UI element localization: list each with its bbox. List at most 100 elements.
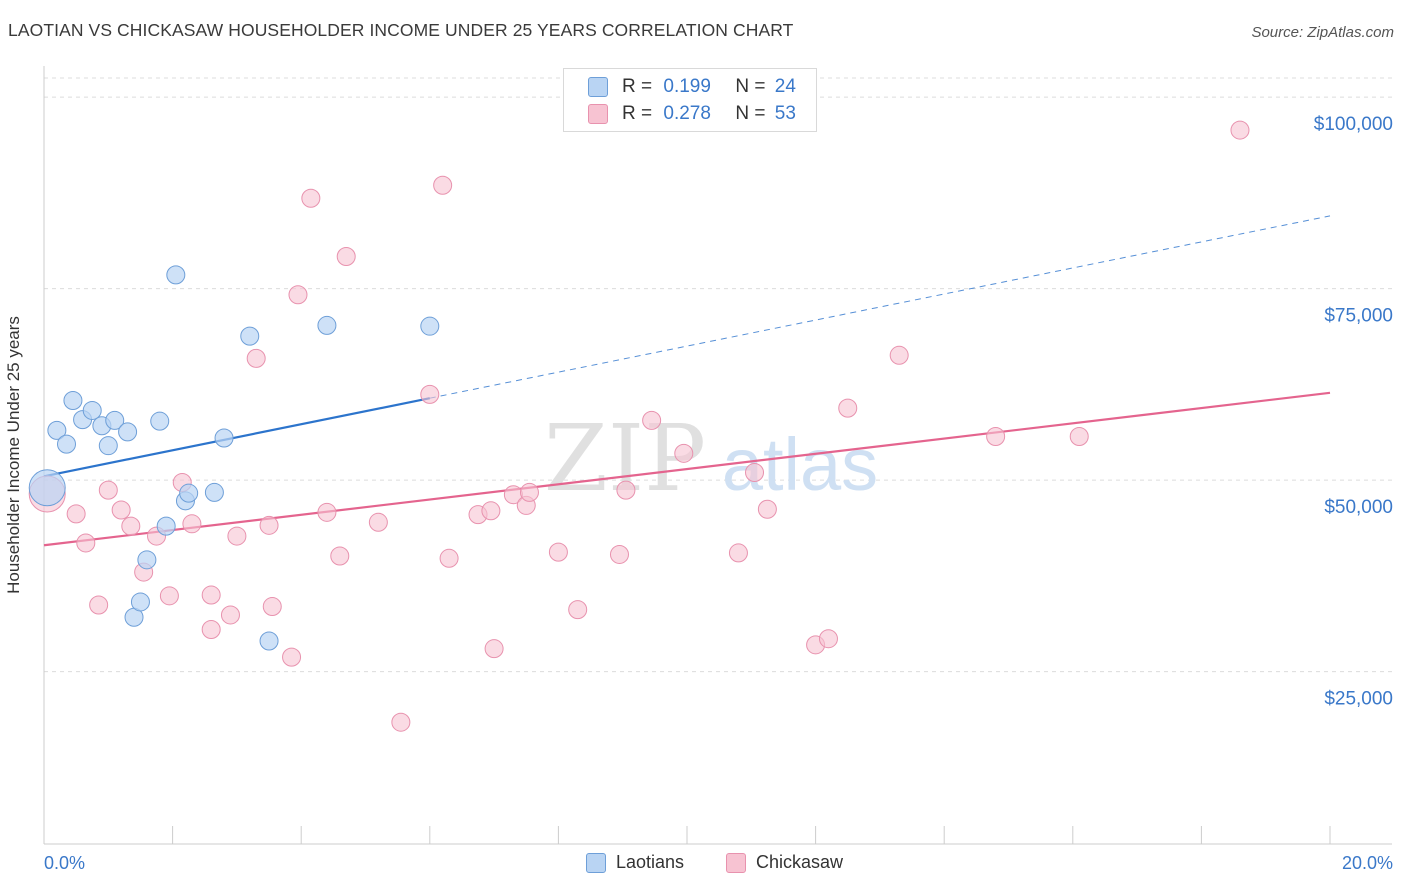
chickasaw-swatch bbox=[726, 852, 746, 873]
legend-r-label: R = bbox=[622, 76, 653, 97]
watermark: ZIP atlas bbox=[544, 405, 878, 512]
chickasaw-point bbox=[519, 482, 539, 502]
legend-r-value: 0.278 bbox=[663, 103, 711, 124]
chickasaw-point bbox=[568, 600, 588, 620]
trend-lines bbox=[43, 215, 1331, 547]
y-axis-label: Householder Income Under 25 years bbox=[4, 316, 23, 594]
legend-n-label: N = bbox=[735, 76, 766, 97]
chickasaw-point bbox=[728, 543, 748, 563]
chickasaw-point bbox=[674, 443, 694, 463]
legend-row-chickasaw: R = 0.278 N = 53 bbox=[588, 101, 796, 127]
chickasaw-point bbox=[159, 586, 179, 606]
chickasaw-point bbox=[288, 285, 308, 305]
laotians-point bbox=[47, 420, 67, 440]
chickasaw-point bbox=[220, 605, 240, 625]
x-tick-labels: 0.0% 20.0% bbox=[44, 853, 1393, 873]
laotians-point bbox=[57, 434, 77, 454]
series-legend: Laotians Chickasaw bbox=[0, 852, 1406, 878]
chickasaw-point bbox=[111, 500, 131, 520]
legend-row-laotians: R = 0.199 N = 24 bbox=[588, 74, 796, 100]
chickasaw-point bbox=[439, 548, 459, 568]
laotians-point bbox=[204, 482, 224, 502]
watermark-atlas: atlas bbox=[722, 423, 878, 506]
chickasaw-point bbox=[259, 515, 279, 535]
laotians-point bbox=[118, 422, 138, 442]
chickasaw-swatch bbox=[588, 104, 608, 124]
chickasaw-point bbox=[98, 480, 118, 500]
chickasaw-point bbox=[1069, 426, 1089, 446]
chickasaw-point bbox=[262, 597, 282, 617]
chickasaw-point bbox=[986, 426, 1006, 446]
chickasaw-point bbox=[616, 480, 636, 500]
laotians-point bbox=[150, 411, 170, 431]
legend-r-value: 0.199 bbox=[663, 76, 711, 97]
y-tick-label: $25,000 bbox=[1324, 689, 1393, 710]
chickasaw-point bbox=[889, 345, 909, 365]
legend-n-label: N = bbox=[735, 103, 766, 124]
chickasaw-point bbox=[282, 647, 302, 667]
laotians-point bbox=[82, 400, 102, 420]
laotians-point bbox=[98, 436, 118, 456]
laotians-swatch bbox=[588, 77, 608, 97]
laotians-point bbox=[240, 326, 260, 346]
laotians-point bbox=[214, 428, 234, 448]
chickasaw-point bbox=[330, 546, 350, 566]
chickasaw-point bbox=[121, 516, 141, 536]
chickasaw-point bbox=[336, 246, 356, 266]
x-tick-label: 0.0% bbox=[44, 853, 85, 873]
laotians-point bbox=[63, 390, 83, 410]
y-tick-labels: $25,000 $50,000 $75,000 $100,000 bbox=[1314, 114, 1393, 710]
chickasaw-point bbox=[481, 501, 501, 521]
chickasaw-point bbox=[317, 502, 337, 522]
x-tick-label: 20.0% bbox=[1342, 853, 1393, 873]
stats-legend: R = 0.199 N = 24 R = 0.278 N = 53 bbox=[563, 68, 817, 132]
y-tick-label: $100,000 bbox=[1314, 114, 1393, 135]
laotians-point bbox=[28, 469, 66, 507]
laotians-swatch bbox=[586, 852, 606, 873]
legend-r-label: R = bbox=[622, 103, 653, 124]
chickasaw-point bbox=[201, 620, 221, 640]
chickasaw-point bbox=[818, 629, 838, 649]
legend-item-laotians[interactable]: Laotians bbox=[586, 852, 684, 873]
axes bbox=[43, 66, 1392, 845]
data-points bbox=[28, 120, 1250, 732]
laotians-point bbox=[130, 592, 150, 612]
legend-n-value: 53 bbox=[774, 103, 796, 124]
chickasaw-point bbox=[420, 384, 440, 404]
laotians-point bbox=[179, 483, 199, 503]
chickasaw-point bbox=[484, 639, 504, 659]
legend-n-value: 24 bbox=[774, 76, 796, 97]
chart-title: LAOTIAN VS CHICKASAW HOUSEHOLDER INCOME … bbox=[8, 20, 794, 40]
chickasaw-point bbox=[1230, 120, 1250, 140]
laotians-point bbox=[166, 265, 186, 285]
y-tick-label: $50,000 bbox=[1324, 497, 1393, 518]
laotians-point bbox=[105, 410, 125, 430]
laotians-point bbox=[420, 316, 440, 336]
legend-item-chickasaw[interactable]: Chickasaw bbox=[726, 852, 843, 873]
chickasaw-point bbox=[201, 585, 221, 605]
legend-label-laotians: Laotians bbox=[616, 852, 685, 872]
chickasaw-point bbox=[757, 499, 777, 519]
chickasaw-point bbox=[301, 188, 321, 208]
chickasaw-point bbox=[182, 514, 202, 534]
laotians-trend-extension bbox=[429, 215, 1331, 399]
laotians-point bbox=[259, 631, 279, 651]
chickasaw-point bbox=[642, 410, 662, 430]
legend-label-chickasaw: Chickasaw bbox=[756, 852, 844, 872]
laotians-trend-line bbox=[43, 397, 431, 478]
gridlines bbox=[44, 77, 1392, 673]
laotians-point bbox=[317, 315, 337, 335]
chickasaw-point bbox=[227, 526, 247, 546]
chickasaw-point bbox=[391, 712, 411, 732]
chickasaw-point bbox=[368, 512, 388, 532]
chickasaw-point bbox=[246, 348, 266, 368]
y-tick-label: $75,000 bbox=[1324, 306, 1393, 327]
chickasaw-point bbox=[838, 398, 858, 418]
chickasaw-point bbox=[76, 533, 96, 553]
source-label: Source: ZipAtlas.com bbox=[1251, 24, 1394, 41]
chickasaw-point bbox=[89, 595, 109, 615]
chickasaw-point bbox=[745, 462, 765, 482]
chickasaw-point bbox=[433, 175, 453, 195]
laotians-point bbox=[156, 516, 176, 536]
chickasaw-point bbox=[609, 544, 629, 564]
